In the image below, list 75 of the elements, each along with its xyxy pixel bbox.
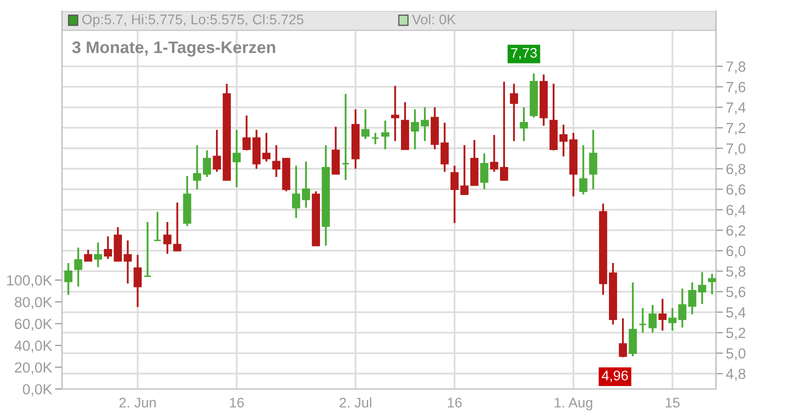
x-tick-label: 2. Jul: [340, 397, 372, 408]
candlestick: [708, 272, 716, 296]
y-tick-label: 7,0: [726, 143, 746, 156]
candlestick: [163, 221, 172, 255]
y-tick-label: 5,4: [726, 307, 746, 320]
candlestick: [202, 149, 212, 178]
y-tick-label: 7,4: [726, 102, 746, 114]
candlestick: [391, 84, 400, 142]
annotation: 7,73: [511, 48, 537, 60]
candlestick: [144, 221, 152, 278]
candlestick: [173, 202, 182, 252]
y-tick-label: 6,2: [726, 225, 746, 238]
candlestick: [134, 254, 142, 308]
candlestick: [232, 128, 241, 188]
y2-tick-label: 40,0K: [14, 340, 52, 353]
y2-tick-label: 100,0K: [7, 275, 52, 288]
candlestick: [361, 108, 370, 140]
candlestick: [628, 282, 637, 358]
candlestick: [480, 152, 488, 190]
candlestick: [500, 80, 508, 181]
text: 3 Monate, 1-Tages-Kerzen: [72, 41, 276, 57]
candlestick: [381, 120, 390, 150]
y-tick-label: 4,8: [726, 368, 746, 381]
candlestick: [242, 114, 251, 152]
candlestick: [371, 132, 380, 146]
candlestick: [618, 317, 627, 358]
y-tick-label: 5,6: [726, 286, 746, 299]
candlestick: [104, 235, 112, 260]
candlestick: [589, 128, 598, 190]
x-tick-label: 16: [448, 398, 462, 408]
y-tick-label: 5,0: [726, 348, 746, 360]
y-tick-label: 6,6: [726, 184, 746, 196]
candlestick: [302, 160, 310, 209]
x-tick-label: 16: [230, 398, 244, 408]
y2-tick-label: 20,0K: [14, 362, 52, 374]
x-tick-label: 1. Aug: [554, 398, 592, 410]
candlestick: [638, 307, 647, 334]
y-tick-label: 7,8: [726, 61, 746, 74]
y-tick-label: 5,2: [726, 328, 746, 340]
candlestick: [292, 164, 300, 219]
candlestick: [520, 106, 528, 142]
candlestick: [94, 242, 102, 268]
annotation: 4,96: [602, 370, 628, 382]
y-tick-label: 7,2: [726, 122, 746, 135]
candlestick: [64, 262, 72, 296]
candlestick: [342, 93, 350, 181]
candlestick: [84, 248, 92, 262]
candlestick: [332, 126, 340, 175]
y-tick-label: 5,8: [726, 266, 746, 278]
y-tick-label: 6,4: [726, 204, 746, 217]
candlestick: [460, 144, 469, 196]
candlestick: [450, 164, 459, 224]
y-tick-label: 6,0: [726, 246, 746, 258]
candlestick: [658, 298, 667, 332]
y-tick-label: 6,8: [726, 164, 746, 176]
candlestick: [668, 307, 676, 332]
y2-tick-label: 0,0K: [22, 384, 52, 396]
annotation: Op:5.7, Hi:5.775, Lo:5.575, Cl:5.725: [82, 14, 304, 28]
candlestick: [193, 144, 202, 190]
candlestick: [420, 106, 429, 142]
candlestick: [153, 210, 162, 242]
y-tick-label: 7,6: [726, 82, 746, 94]
candlestick: [74, 246, 82, 288]
candlestick: [410, 108, 420, 150]
x-tick-label: 2. Jun: [119, 398, 156, 408]
candlestick: [262, 132, 270, 162]
candlestick: [559, 124, 568, 158]
x-tick-label: 15: [666, 398, 680, 408]
annotation: Vol: 0K: [412, 14, 456, 24]
candlestick: [648, 304, 657, 334]
candlestick: [579, 144, 588, 196]
y2-tick-label: 60,0K: [14, 318, 52, 331]
y2-tick-label: 80,0K: [14, 296, 52, 310]
candlestick: [490, 134, 498, 173]
candlestick: [510, 82, 518, 142]
